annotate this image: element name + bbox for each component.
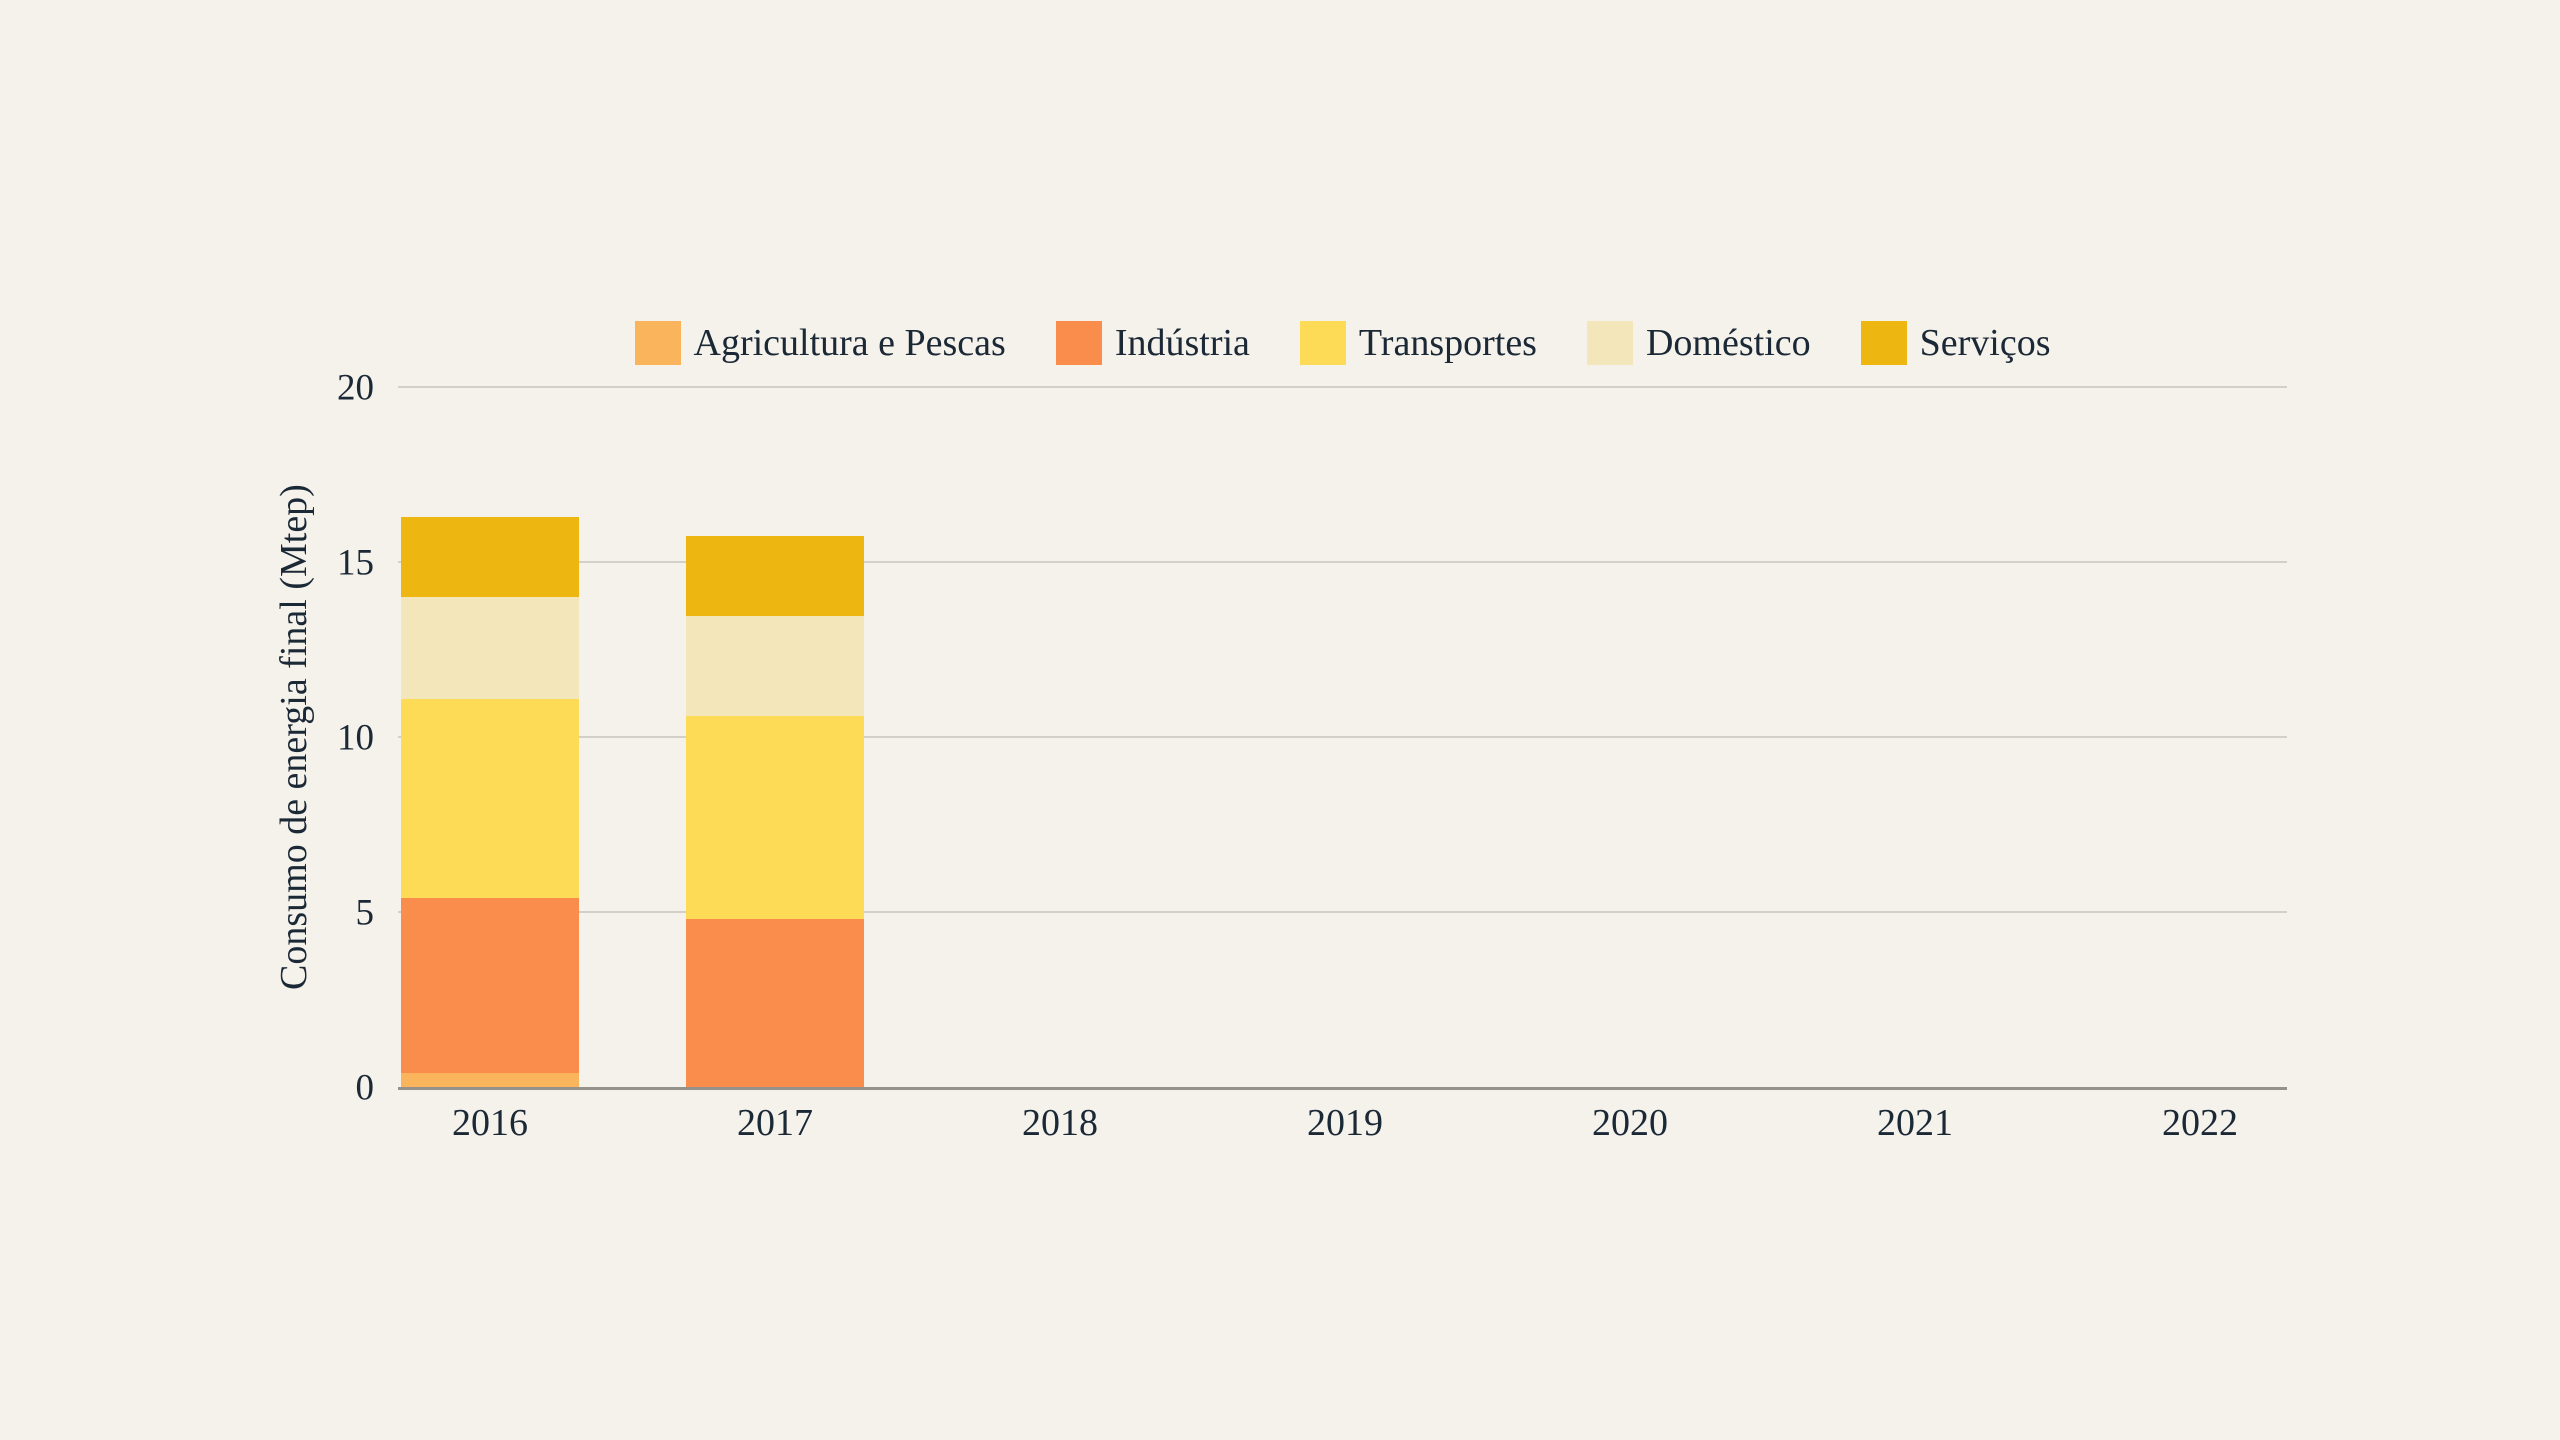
y-tick-label-15: 15 xyxy=(337,542,374,584)
gridline-10 xyxy=(398,736,2287,738)
legend-swatch-transportes xyxy=(1299,321,1346,365)
gridline-5 xyxy=(398,911,2287,913)
legend: Agricultura e Pescas Indústria Transportes… xyxy=(398,320,2287,366)
gridline-20 xyxy=(398,386,2287,388)
legend-item-domestico: Doméstico xyxy=(1586,320,1811,366)
x-tick-label-2016: 2016 xyxy=(452,1102,528,1144)
y-tick-label-5: 5 xyxy=(355,892,375,934)
bar-2016-transportes xyxy=(401,698,579,898)
legend-item-industria: Indústria xyxy=(1055,320,1250,366)
legend-swatch-domestico xyxy=(1586,321,1633,365)
y-tick-label-20: 20 xyxy=(337,367,374,409)
bar-2017-industria xyxy=(686,919,864,1087)
bar-2016-industria xyxy=(401,898,579,1073)
legend-swatch-agricultura-e-pescas xyxy=(634,321,681,365)
legend-label-industria: Indústria xyxy=(1114,322,1250,364)
legend-swatch-servicos xyxy=(1860,321,1907,365)
y-tick-label-10: 10 xyxy=(337,717,374,759)
legend-label-servicos: Serviços xyxy=(1919,322,2051,364)
legend-item-servicos: Serviços xyxy=(1860,320,2051,366)
bar-2016-agricultura-e-pescas xyxy=(401,1073,579,1087)
gridline-15 xyxy=(398,561,2287,563)
bar-2017-servicos xyxy=(686,535,864,617)
bar-2017-domestico xyxy=(686,616,864,716)
y-tick-label-0: 0 xyxy=(355,1067,375,1109)
x-tick-label-2021: 2021 xyxy=(1877,1102,1953,1144)
bar-2016-domestico xyxy=(401,597,579,699)
x-tick-label-2018: 2018 xyxy=(1022,1102,1098,1144)
x-tick-label-2017: 2017 xyxy=(737,1102,813,1144)
x-tick-label-2020: 2020 xyxy=(1592,1102,1668,1144)
legend-label-agricultura-e-pescas: Agricultura e Pescas xyxy=(693,322,1006,364)
legend-label-transportes: Transportes xyxy=(1358,322,1537,364)
bar-2016-servicos xyxy=(401,516,579,597)
legend-item-transportes: Transportes xyxy=(1299,320,1537,366)
legend-swatch-industria xyxy=(1055,321,1102,365)
x-tick-label-2019: 2019 xyxy=(1307,1102,1383,1144)
legend-label-domestico: Doméstico xyxy=(1645,322,1811,364)
legend-item-agricultura-e-pescas: Agricultura e Pescas xyxy=(634,320,1006,366)
x-tick-label-2022: 2022 xyxy=(2162,1102,2238,1144)
bar-2017-transportes xyxy=(686,716,864,919)
x-axis-line xyxy=(398,1087,2287,1090)
